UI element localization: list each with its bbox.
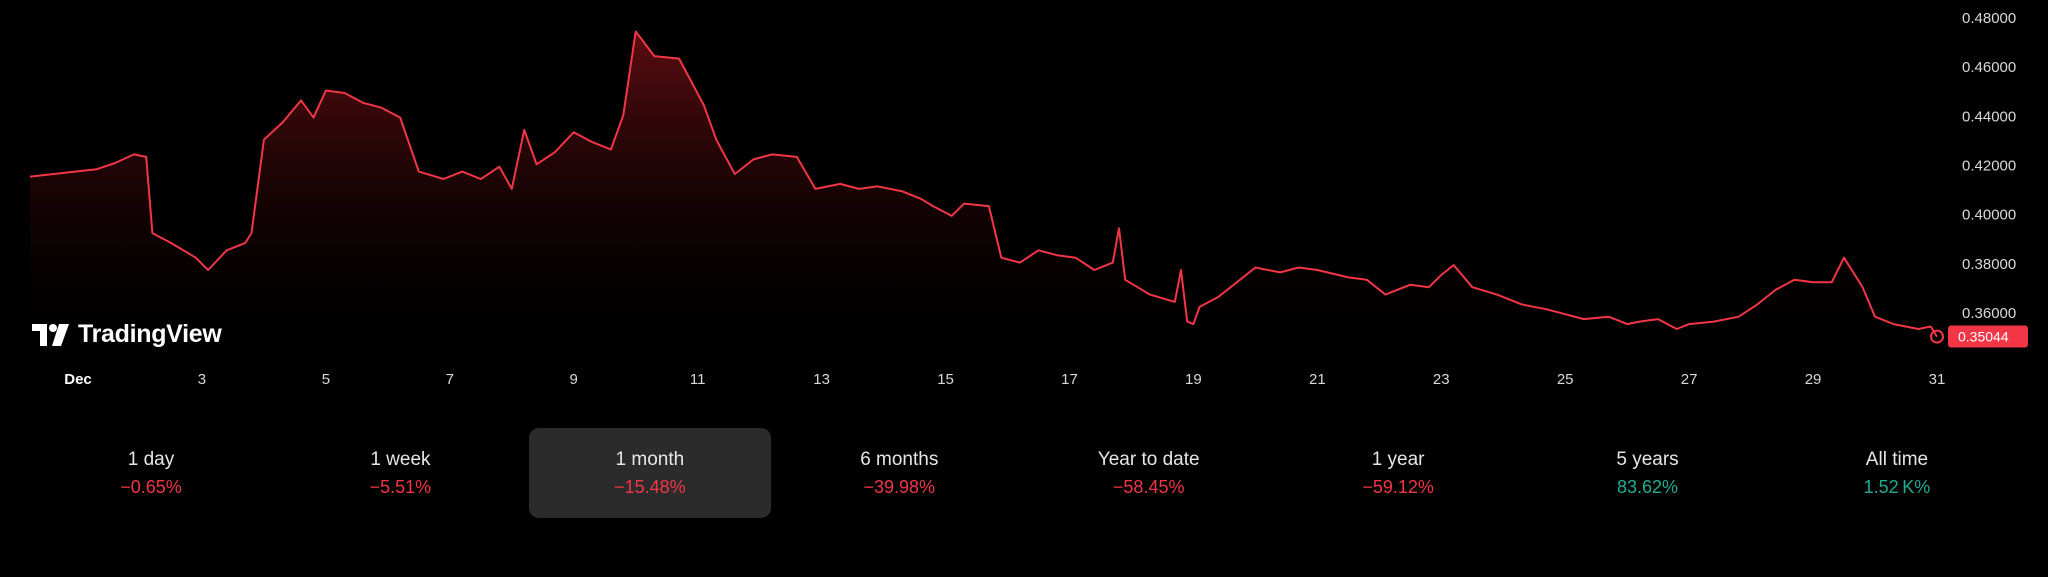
period-label: All time (1865, 448, 1929, 470)
period-button[interactable]: 1 year −59.12% (1277, 428, 1519, 518)
period-button[interactable]: Year to date −58.45% (1028, 428, 1270, 518)
period-label: 1 day (127, 448, 175, 470)
period-button[interactable]: 1 month −15.48% (528, 428, 771, 518)
period-change: −58.45% (1112, 476, 1185, 497)
y-tick-label: 0.38000 (1962, 256, 2016, 273)
period-label: Year to date (1097, 448, 1200, 470)
tradingview-logo-icon (32, 323, 69, 346)
x-tick-label: 25 (1557, 371, 1574, 388)
period-change: −59.12% (1362, 476, 1434, 497)
period-label: 5 years (1616, 448, 1679, 470)
last-price-dot (1930, 329, 1944, 344)
period-button[interactable]: All time 1.52 K% (1776, 428, 2018, 518)
price-line (29, 30, 1938, 338)
tradingview-logo[interactable]: TradingView (32, 320, 222, 349)
x-tick-label: 31 (1929, 371, 1946, 388)
x-tick-label: 5 (322, 371, 330, 388)
x-tick-label: 9 (570, 371, 578, 388)
x-tick-label: 15 (937, 371, 954, 388)
period-selector: 1 day −0.65% 1 week −5.51% 1 month −15.48% 6 m… (30, 428, 2018, 518)
x-axis: Dec 3 5 7 9 11 13 15 17 19 21 23 25 27 29 31 (64, 371, 1945, 388)
last-price-label: 0.35044 (1958, 329, 2009, 345)
y-tick-label: 0.46000 (1962, 59, 2016, 76)
period-label: 1 year (1371, 448, 1425, 470)
period-change: −5.51% (369, 476, 432, 497)
x-tick-label: 23 (1433, 371, 1450, 388)
x-tick-label: 27 (1681, 371, 1698, 388)
period-change: 1.52 K% (1863, 476, 1931, 497)
period-button[interactable]: 1 week −5.51% (279, 428, 521, 518)
price-chart: 0.48000 0.46000 0.44000 0.42000 0.40000 0.380… (29, 10, 2028, 388)
x-tick-label: Dec (64, 371, 92, 388)
period-button[interactable]: 1 day −0.65% (30, 428, 272, 518)
x-tick-label: 21 (1309, 371, 1326, 388)
period-button[interactable]: 6 months −39.98% (778, 428, 1020, 518)
x-tick-label: 13 (813, 371, 830, 388)
y-axis: 0.48000 0.46000 0.44000 0.42000 0.40000 0.380… (1962, 10, 2016, 322)
y-tick-label: 0.48000 (1962, 10, 2016, 27)
period-button[interactable]: 5 years 83.62% (1527, 428, 1769, 518)
y-tick-label: 0.36000 (1962, 305, 2016, 322)
last-price-badge (1948, 325, 2028, 348)
x-tick-label: 29 (1805, 371, 1822, 388)
y-tick-label: 0.44000 (1962, 108, 2016, 125)
period-label: 6 months (860, 448, 939, 470)
y-tick-label: 0.42000 (1962, 158, 2016, 175)
x-tick-label: 17 (1061, 371, 1078, 388)
period-change: 83.62% (1617, 476, 1679, 497)
x-tick-label: 19 (1185, 371, 1202, 388)
y-tick-label: 0.40000 (1962, 207, 2016, 224)
tradingview-logo-text: TradingView (78, 320, 222, 348)
period-label: 1 week (370, 448, 431, 470)
period-change: −0.65% (120, 476, 182, 497)
period-label: 1 month (615, 448, 685, 470)
period-change: −15.48% (614, 476, 686, 497)
x-tick-label: 7 (446, 371, 454, 388)
x-tick-label: 11 (690, 371, 706, 388)
x-tick-label: 3 (198, 371, 206, 388)
last-price-marker: 0.35044 (1930, 325, 2028, 348)
price-area-fill (30, 31, 1937, 356)
period-change: −39.98% (863, 476, 936, 497)
